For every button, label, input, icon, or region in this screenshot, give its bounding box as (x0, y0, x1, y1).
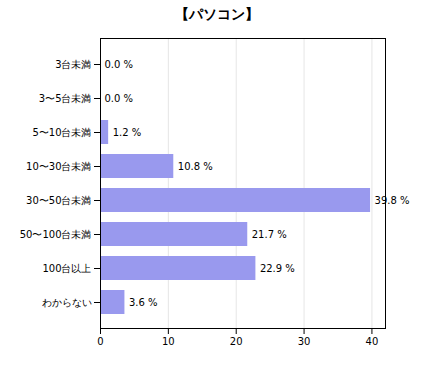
svg-text:3〜5台未満: 3〜5台未満 (39, 93, 92, 104)
svg-text:30: 30 (298, 336, 311, 347)
svg-text:50〜100台未満: 50〜100台未満 (20, 229, 92, 240)
svg-text:5〜10台未満: 5〜10台未満 (32, 127, 91, 138)
svg-text:3台未満: 3台未満 (55, 59, 91, 70)
svg-text:20: 20 (230, 336, 243, 347)
svg-text:30〜50台未満: 30〜50台未満 (26, 195, 91, 206)
svg-text:39.8 %: 39.8 % (375, 195, 410, 206)
svg-text:10: 10 (162, 336, 175, 347)
html-text:【パソコン】: 【パソコン】 (174, 6, 259, 22)
svg-text:22.9 %: 22.9 % (260, 263, 295, 274)
svg-text:10.8 %: 10.8 % (178, 161, 213, 172)
svg-text:40: 40 (366, 336, 379, 347)
svg-text:3.6 %: 3.6 % (129, 297, 158, 308)
svg-text:21.7 %: 21.7 % (252, 229, 287, 240)
svg-text:わからない: わからない (42, 297, 92, 308)
svg-text:0: 0 (97, 336, 103, 347)
svg-text:1.2 %: 1.2 % (113, 127, 142, 138)
svg-text:10〜30台未満: 10〜30台未満 (26, 161, 91, 172)
svg-text:0.0 %: 0.0 % (105, 59, 134, 70)
svg-text:0.0 %: 0.0 % (105, 93, 134, 104)
svg-text:100台以上: 100台以上 (42, 263, 91, 274)
